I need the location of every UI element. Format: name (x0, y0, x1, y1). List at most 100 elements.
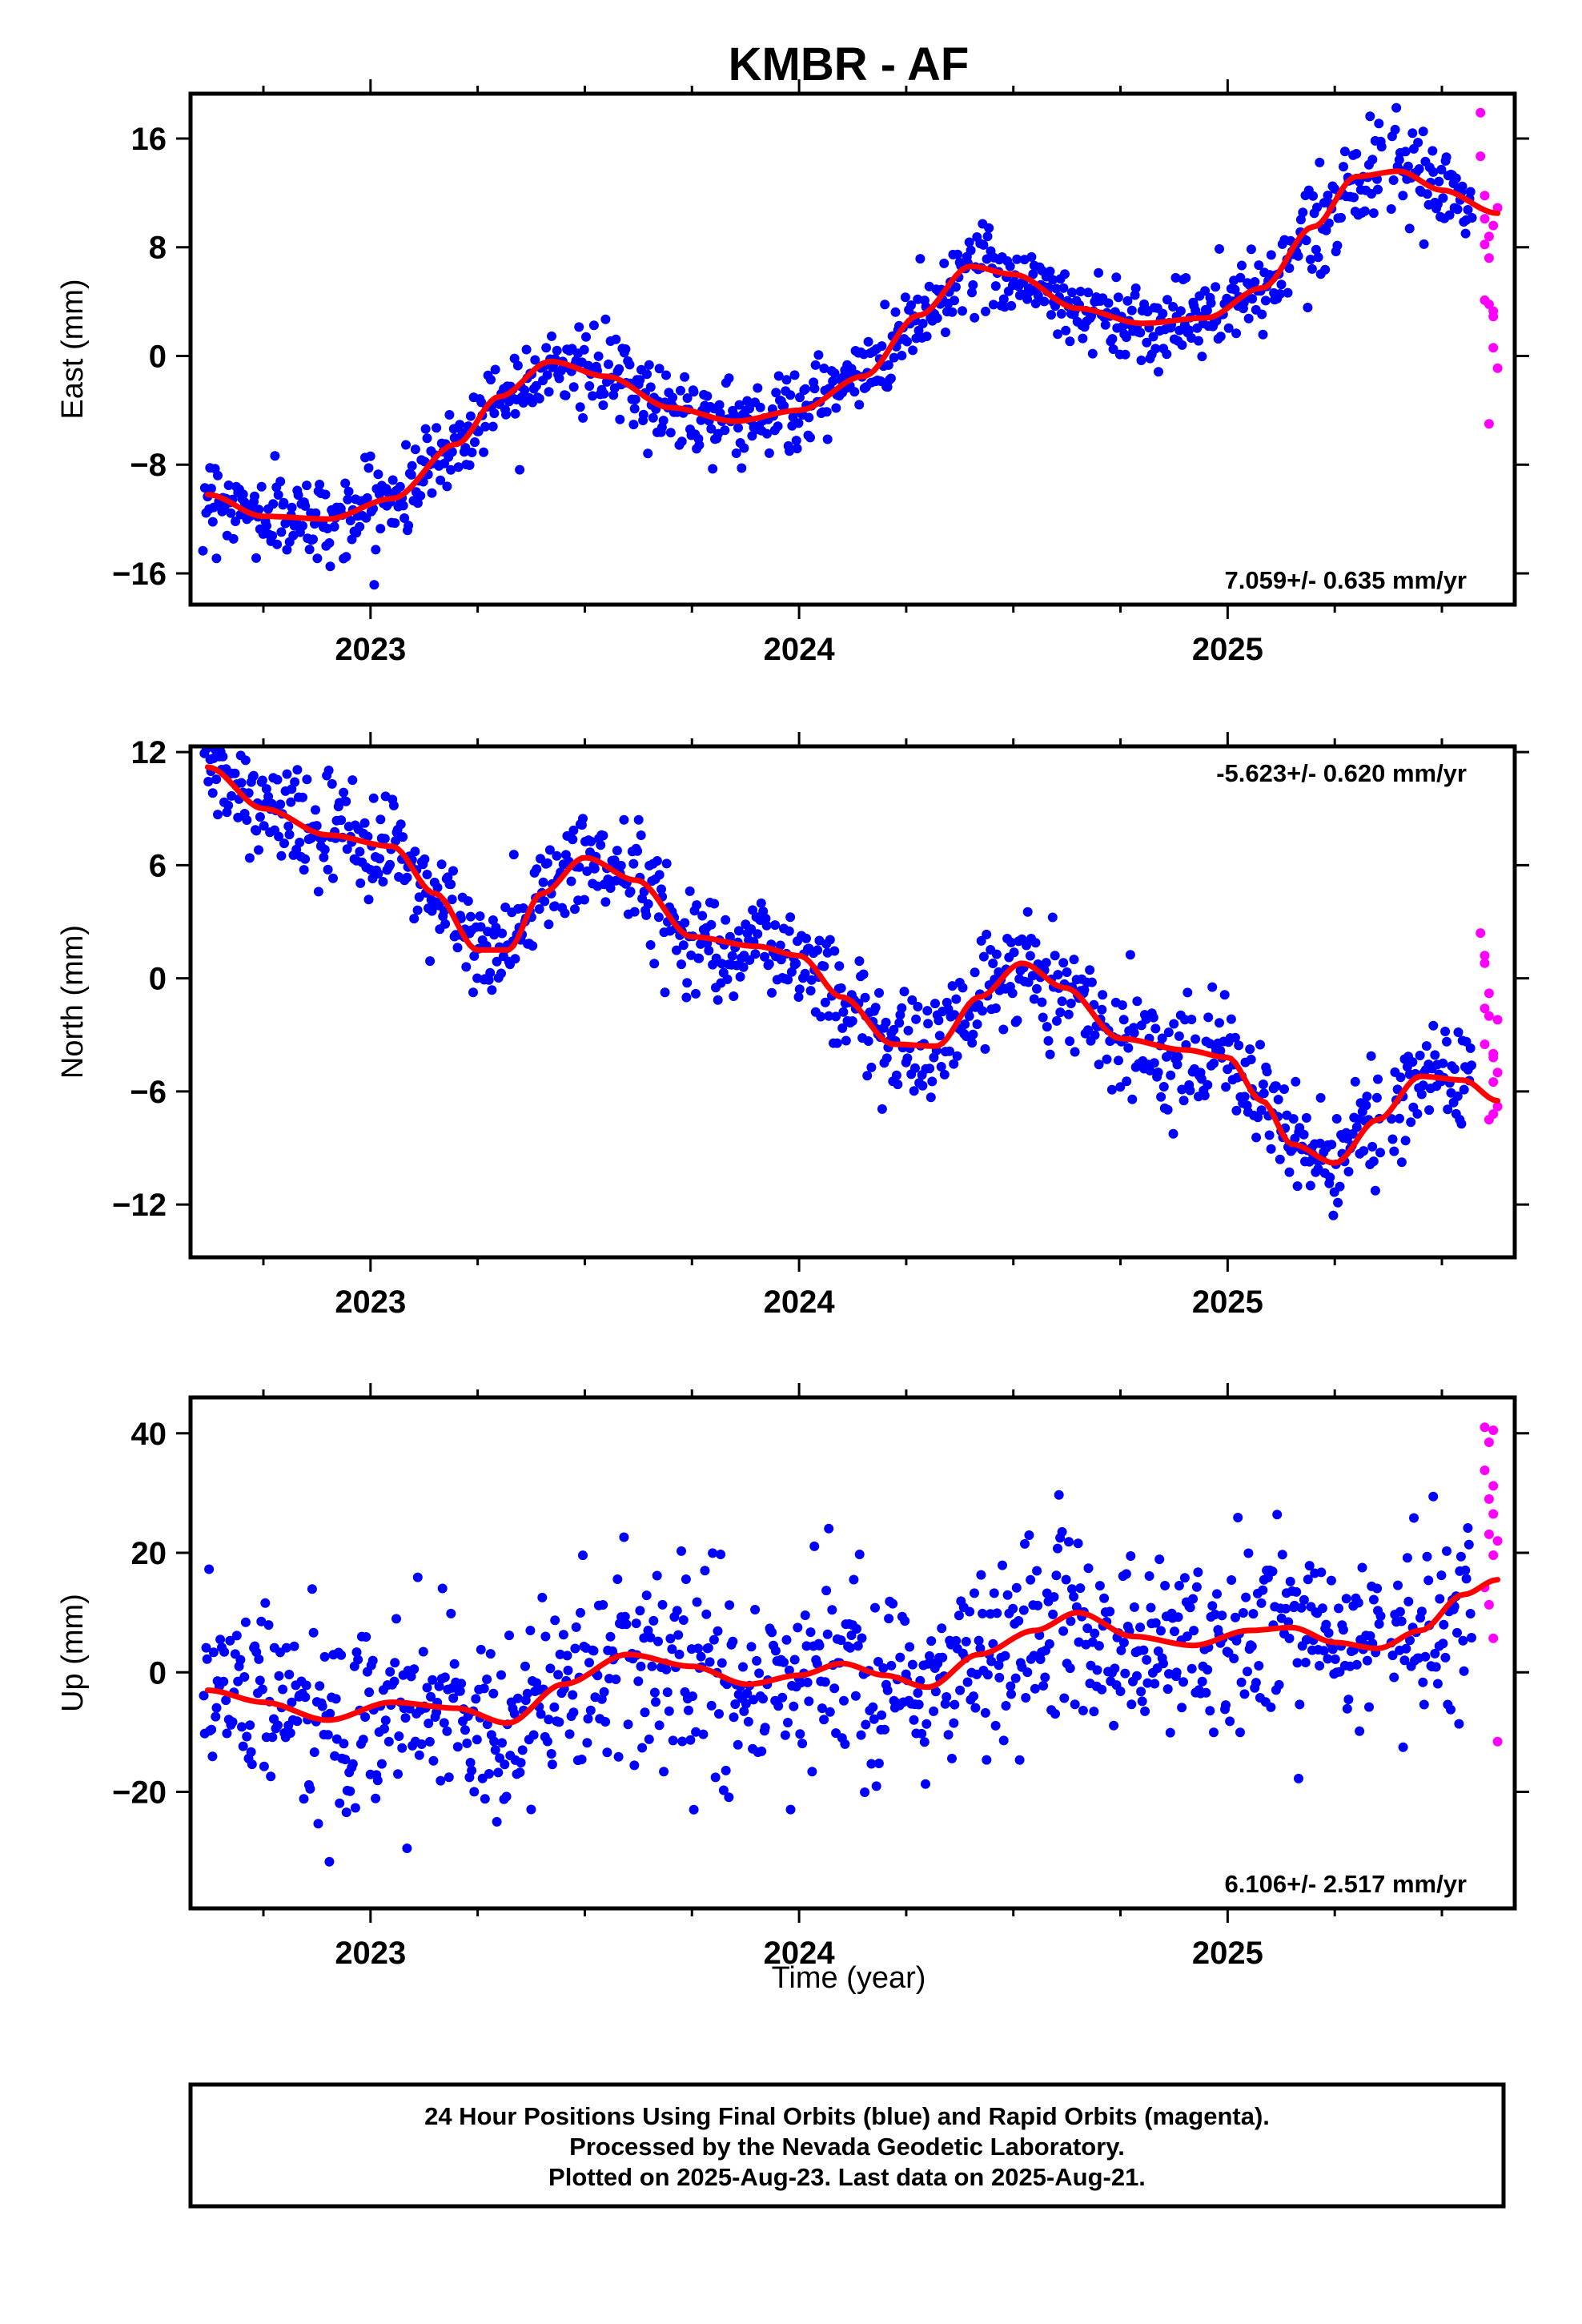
data-point (1030, 299, 1041, 308)
data-point (960, 1019, 970, 1029)
data-point (649, 959, 660, 969)
data-point (800, 1610, 810, 1620)
data-point (230, 768, 240, 778)
data-point (664, 1706, 674, 1716)
data-point (1065, 1663, 1075, 1674)
data-point (1094, 1641, 1104, 1651)
data-point (1120, 1668, 1130, 1679)
x-tick-label: 2023 (335, 1285, 406, 1320)
data-point (899, 987, 909, 997)
y-tick-label: 20 (131, 1536, 167, 1571)
data-point (257, 1684, 267, 1695)
data-point (225, 1635, 235, 1646)
data-point (829, 1683, 840, 1694)
data-point (665, 428, 676, 438)
data-point (1125, 950, 1135, 960)
data-point (767, 987, 777, 998)
data-point (1070, 1047, 1080, 1057)
data-point (789, 370, 800, 380)
data-point (1011, 1582, 1022, 1593)
y-tick-label: 0 (149, 339, 167, 374)
trend-line (204, 764, 1501, 1166)
data-point (1281, 1603, 1291, 1614)
data-point (1064, 1537, 1074, 1547)
data-point (547, 331, 556, 341)
data-point (612, 846, 622, 856)
data-point (400, 513, 410, 523)
data-point (532, 864, 542, 875)
data-point (1092, 1665, 1102, 1675)
rapid-data-point (1480, 1422, 1490, 1433)
data-point (1118, 1638, 1129, 1648)
data-point (589, 863, 600, 874)
data-point (1312, 203, 1322, 212)
data-point (391, 1614, 401, 1624)
data-point (550, 1615, 560, 1626)
data-point (315, 1681, 325, 1691)
data-point (1059, 1693, 1070, 1703)
data-point (422, 1683, 432, 1693)
data-point (1260, 296, 1271, 306)
data-point (229, 731, 239, 741)
data-point (1452, 1627, 1462, 1638)
data-point (681, 1574, 691, 1584)
data-point (1259, 1088, 1269, 1099)
data-point (970, 967, 980, 978)
data-point (1430, 1648, 1440, 1659)
data-point (716, 1550, 726, 1559)
rapid-data-point (1488, 1048, 1499, 1059)
data-point (1051, 1570, 1062, 1581)
data-point (645, 382, 656, 392)
data-point (1057, 1526, 1067, 1537)
data-point (1007, 988, 1018, 999)
data-point (482, 1675, 492, 1684)
data-point (1022, 940, 1031, 951)
data-point (976, 935, 986, 946)
data-point (692, 1597, 702, 1607)
data-point (1173, 1612, 1183, 1622)
data-point (213, 810, 223, 820)
data-point (733, 926, 744, 936)
data-point (654, 870, 665, 880)
data-point (824, 1011, 834, 1021)
data-point (1171, 1667, 1182, 1678)
data-point (1219, 990, 1230, 1000)
data-point (1126, 305, 1137, 316)
data-point (1439, 1619, 1449, 1630)
data-point (385, 1667, 396, 1677)
data-point (1299, 1129, 1309, 1140)
data-point (1020, 1538, 1030, 1549)
data-point (783, 975, 793, 985)
data-point (822, 1629, 833, 1639)
data-point (729, 991, 739, 1001)
data-point (1075, 287, 1086, 296)
data-point (1343, 1695, 1354, 1705)
data-point (1066, 999, 1076, 1008)
data-point (785, 446, 794, 456)
data-point (630, 394, 640, 404)
data-point (397, 1743, 408, 1753)
data-point (476, 1644, 486, 1655)
data-point (309, 1747, 319, 1757)
data-point (369, 580, 379, 590)
data-point (436, 1775, 446, 1786)
data-point (199, 722, 208, 732)
data-point (406, 469, 416, 480)
data-point (1067, 287, 1077, 298)
data-point (598, 830, 608, 841)
data-point (272, 774, 283, 785)
data-point (1189, 1626, 1199, 1636)
data-point (620, 344, 631, 354)
data-point (1024, 1530, 1034, 1540)
data-point (295, 838, 305, 847)
data-point (1254, 1661, 1264, 1671)
data-point (584, 381, 595, 391)
data-point (422, 870, 432, 879)
data-point (890, 307, 901, 317)
data-point (870, 1602, 880, 1613)
data-point (255, 812, 265, 822)
data-point (576, 1755, 587, 1764)
data-point (1387, 1114, 1397, 1124)
data-point (737, 463, 747, 473)
data-point (323, 766, 334, 775)
